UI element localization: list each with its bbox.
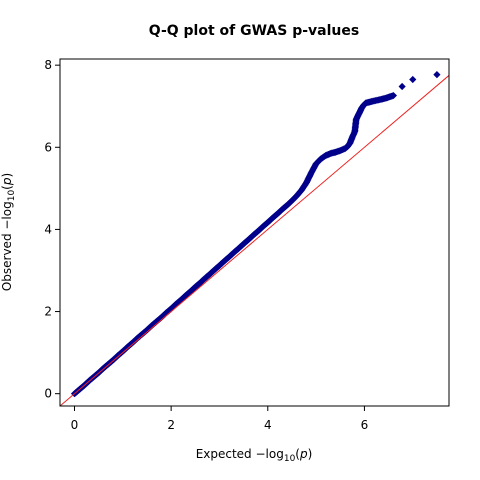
y-tick-label: 0 bbox=[44, 387, 52, 401]
data-point bbox=[389, 91, 398, 100]
x-axis-label-open: ( bbox=[295, 447, 300, 461]
x-axis-label-close: ) bbox=[308, 447, 313, 461]
y-axis-label-prefix: Observed −log bbox=[0, 201, 14, 291]
y-tick-label: 8 bbox=[44, 58, 52, 72]
x-ticks: 0 2 4 6 bbox=[71, 406, 369, 432]
y-axis-label-subscript: 10 bbox=[7, 190, 17, 202]
y-axis-label-close: ) bbox=[0, 173, 14, 178]
x-axis-label: Expected −log10(p) bbox=[196, 447, 313, 464]
y-axis-label-var: p bbox=[0, 177, 14, 186]
chart-title: Q-Q plot of GWAS p-values bbox=[149, 23, 359, 39]
y-tick-label: 2 bbox=[44, 305, 52, 319]
x-tick-label: 2 bbox=[167, 418, 175, 432]
y-axis-label-open: ( bbox=[0, 185, 14, 190]
data-point bbox=[398, 82, 406, 91]
x-axis-label-prefix: Expected −log bbox=[196, 447, 284, 461]
data-points bbox=[70, 71, 441, 398]
x-axis-label-subscript: 10 bbox=[284, 454, 296, 464]
y-axis-label: Observed −log10(p) bbox=[0, 173, 17, 291]
x-axis-label-var: p bbox=[299, 447, 308, 461]
x-tick-label: 0 bbox=[71, 418, 79, 432]
y-tick-label: 6 bbox=[44, 140, 52, 154]
reference-line bbox=[60, 75, 449, 406]
y-tick-label: 4 bbox=[44, 222, 52, 236]
plot-area bbox=[60, 71, 449, 406]
plot-frame bbox=[59, 58, 450, 407]
x-tick-label: 6 bbox=[361, 418, 369, 432]
y-ticks: 0 2 4 6 8 bbox=[44, 58, 60, 401]
data-point bbox=[409, 75, 417, 84]
data-point bbox=[433, 71, 441, 79]
x-tick-label: 4 bbox=[264, 418, 272, 432]
